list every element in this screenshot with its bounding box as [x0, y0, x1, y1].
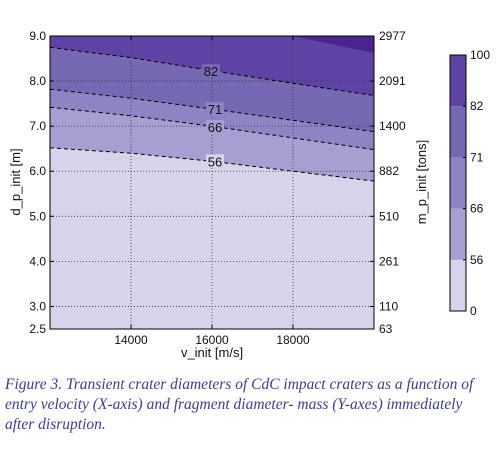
y-tick-label-right: 2977	[379, 29, 406, 43]
colorbar-label-66: 66	[470, 202, 484, 216]
y-tick-label-right: 261	[379, 254, 399, 268]
y-tick-label-left: 3.0	[29, 299, 46, 313]
y-tick-label-right: 882	[379, 164, 399, 178]
contour-band-100	[50, 36, 374, 54]
y-axis-left-label: d_p_init [m]	[8, 148, 23, 215]
contour-label-56: 56	[208, 154, 222, 169]
y-axis-right-label: m_p_init [tons]	[414, 140, 429, 225]
contour-label-82: 82	[204, 64, 218, 79]
y-tick-label-left: 2.5	[29, 322, 46, 336]
colorbar-label-100: 100	[470, 48, 490, 62]
y-tick-label-right: 63	[379, 322, 393, 336]
contour-label-bg	[206, 102, 224, 116]
y-tick-label-right: 2091	[379, 74, 406, 88]
colorbar-label-0: 0	[470, 304, 477, 318]
y-tick-label-left: 8.0	[29, 74, 46, 88]
colorbar-frame	[449, 54, 467, 312]
contour-label-66: 66	[208, 120, 222, 135]
colorbar-segment-66	[450, 157, 466, 209]
y-tick-label-right: 1400	[379, 119, 406, 133]
colorbar-segment-0	[450, 259, 466, 311]
grid-lines	[50, 36, 374, 329]
y-tick-label-left: 5.0	[29, 209, 46, 223]
colorbar-segment-71	[450, 106, 466, 158]
y-tick-label-left: 7.0	[29, 119, 46, 133]
x-tick-label: 14000	[114, 333, 148, 347]
colorbar-segment-56	[450, 208, 466, 260]
colorbar-label-56: 56	[470, 253, 484, 267]
x-tick-label: 18000	[276, 333, 310, 347]
colorbar-label-71: 71	[470, 150, 484, 164]
y-tick-label-right: 510	[379, 209, 399, 223]
colorbar-label-82: 82	[470, 99, 484, 113]
contour-labels: 56 66 71 82	[201, 64, 224, 169]
contour-label-71: 71	[208, 102, 222, 117]
colorbar: 0 56 66 71 82 100	[449, 48, 490, 318]
y-tick-label-left: 9.0	[29, 29, 46, 43]
figure-caption: Figure 3. Transient crater diameters of …	[5, 376, 474, 433]
contour-label-bg	[206, 120, 224, 134]
y-tick-label-left: 6.0	[29, 164, 46, 178]
contour-label-bg	[206, 154, 224, 168]
y-tick-label-left: 4.0	[29, 254, 46, 268]
contour-label-bg	[201, 64, 220, 78]
y-tick-label-right: 110	[379, 299, 398, 313]
contour-chart: 14000 16000 180002.53.04.05.06.07.08.09.06…	[8, 29, 490, 360]
x-axis-label: v_init [m/s]	[181, 345, 243, 360]
axis-ticks: 14000 16000 18000 2.5 3.0 4.0 5.0 6.0 7.0 8.0 9.0 6…	[29, 29, 406, 347]
x-tick-label: 16000	[195, 333, 229, 347]
colorbar-segment-82	[450, 55, 466, 107]
